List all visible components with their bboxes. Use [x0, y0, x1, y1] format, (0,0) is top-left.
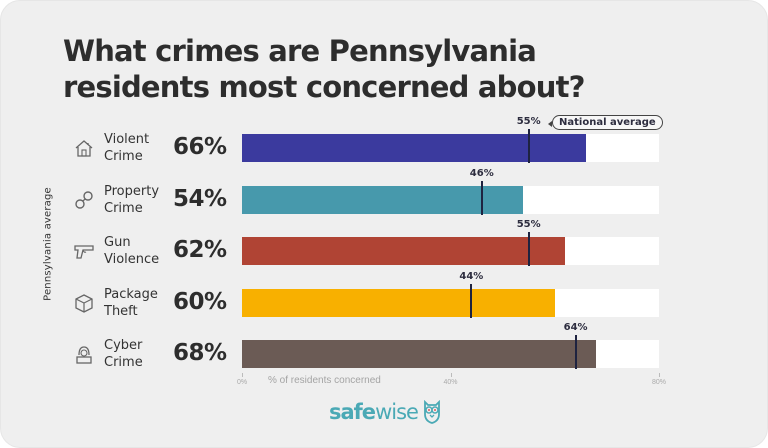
hacker-icon: [73, 343, 95, 365]
bar-gun-violence: [242, 237, 566, 265]
gun-icon: [73, 240, 95, 262]
national-average-marker: [527, 232, 530, 266]
national-average-value: 55%: [516, 219, 541, 230]
title-line-1: What crimes are Pennsylvania: [63, 34, 537, 68]
pa-value-label: 54%: [173, 186, 227, 212]
bar-violent-crime: [242, 134, 587, 162]
category-label: Property Crime: [104, 184, 160, 216]
house-icon: [73, 137, 95, 159]
national-average-marker: [527, 129, 530, 163]
x-tick: [450, 373, 452, 377]
y-axis-label: Pennsylvania average: [42, 187, 54, 301]
handcuffs-icon: [73, 189, 95, 211]
bar-package-theft: [242, 289, 555, 317]
bar-property-crime: [242, 186, 524, 214]
national-average-value: 55%: [516, 116, 541, 127]
x-tick-label: 0%: [236, 379, 248, 386]
category-label: Gun Violence: [104, 235, 160, 267]
category-label: Cyber Crime: [104, 338, 143, 370]
bar-track: [242, 340, 659, 368]
safewise-logo: safe wise: [329, 397, 442, 427]
national-average-marker: [470, 284, 473, 318]
national-average-marker: [574, 335, 577, 369]
x-tick: [659, 373, 660, 377]
chart-title: What crimes are Pennsylvania residents m…: [63, 33, 663, 105]
pa-value-label: 62%: [173, 237, 227, 263]
logo-text-safe: safe: [329, 400, 376, 424]
package-icon: [73, 292, 95, 314]
bar-track: [242, 186, 659, 214]
national-average-value: 44%: [459, 271, 484, 282]
bar-track: [242, 134, 659, 162]
x-axis-label: % of residents concerned: [268, 375, 381, 386]
pa-value-label: 60%: [173, 289, 227, 315]
category-label: Package Theft: [104, 287, 158, 319]
pa-value-label: 68%: [173, 340, 227, 366]
bar-track: [242, 237, 659, 265]
x-tick-label: 40%: [443, 379, 458, 386]
national-average-callout: National average: [548, 115, 663, 130]
logo-text-wise: wise: [375, 400, 419, 424]
national-average-value: 64%: [563, 322, 588, 333]
owl-icon: [424, 400, 440, 424]
x-tick-label: 80%: [651, 379, 667, 386]
bar-track: [242, 289, 659, 317]
national-average-marker: [480, 181, 483, 215]
national-average-value: 46%: [469, 168, 494, 179]
title-line-2: residents most concerned about?: [63, 70, 586, 104]
pa-value-label: 66%: [173, 134, 227, 160]
category-label: Violent Crime: [104, 132, 150, 164]
bar-cyber-crime: [242, 340, 597, 368]
x-tick: [242, 373, 243, 377]
